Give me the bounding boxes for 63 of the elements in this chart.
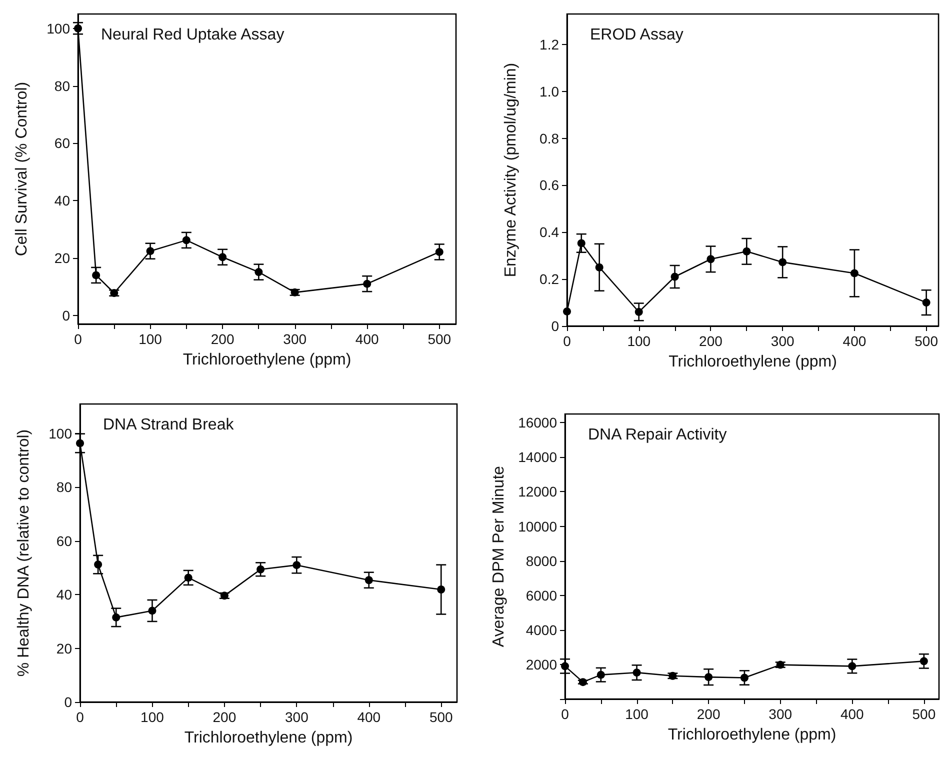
y-tick-label: 0 bbox=[551, 318, 560, 334]
x-tick-label: 0 bbox=[561, 706, 570, 722]
y-tick-label: 12000 bbox=[518, 484, 558, 500]
y-tick-label: 0.6 bbox=[540, 177, 560, 194]
text: DNA Strand Break bbox=[103, 416, 235, 434]
y-axis-title: Cell Survival (% Control) bbox=[14, 82, 30, 256]
x-tick-label: 0 bbox=[74, 331, 82, 347]
x-tick-label: 500 bbox=[429, 709, 454, 725]
x-tick-label: 400 bbox=[842, 333, 866, 349]
y-tick-label: 16000 bbox=[518, 414, 558, 431]
y-tick-label: 0 bbox=[64, 694, 72, 710]
y-tick-label: 1.2 bbox=[540, 36, 560, 52]
x-tick-label: 100 bbox=[627, 333, 651, 349]
y-axis-title: Enzyme Activity (pmol/ug/min) bbox=[502, 62, 520, 278]
y-tick-label: 100 bbox=[46, 20, 70, 36]
x-tick-label: 200 bbox=[699, 333, 723, 349]
text: EROD Assay bbox=[590, 26, 684, 44]
x-tick-label: 400 bbox=[357, 709, 381, 725]
y-tick-label: 60 bbox=[56, 532, 72, 549]
x-tick-label: 0 bbox=[76, 709, 84, 725]
y-tick-label: 80 bbox=[56, 479, 72, 496]
x-tick-label: 300 bbox=[770, 333, 794, 349]
y-tick-label: 1.0 bbox=[540, 83, 560, 100]
y-tick-label: 20 bbox=[56, 640, 72, 656]
x-tick-label: 200 bbox=[696, 706, 720, 722]
y-axis-title: Average DPM Per Minute bbox=[490, 466, 508, 648]
y-tick-label: 6000 bbox=[526, 587, 558, 604]
y-tick-label: 14000 bbox=[518, 449, 558, 466]
x-tick-label: 400 bbox=[840, 706, 864, 722]
y-tick-label: 100 bbox=[48, 426, 72, 442]
x-axis-title: Trichloroethylene (ppm) bbox=[668, 726, 836, 744]
y-tick-label: 20 bbox=[54, 250, 70, 266]
y-tick-label: 40 bbox=[56, 586, 72, 603]
y-tick-label: 10000 bbox=[518, 518, 558, 534]
x-tick-label: 200 bbox=[210, 331, 234, 347]
x-tick-label: 400 bbox=[355, 331, 379, 347]
y-tick-label: 0.4 bbox=[540, 224, 560, 240]
y-tick-label: 8000 bbox=[526, 552, 558, 569]
x-tick-label: 500 bbox=[428, 331, 452, 347]
x-tick-label: 100 bbox=[625, 706, 649, 722]
x-tick-label: 0 bbox=[563, 333, 572, 349]
x-axis-title: Trichloroethylene (ppm) bbox=[668, 354, 837, 370]
x-tick-label: 300 bbox=[284, 709, 309, 725]
y-tick-label: 80 bbox=[54, 78, 70, 94]
x-tick-label: 100 bbox=[140, 709, 164, 725]
text: Neural Red Uptake Assay bbox=[101, 26, 284, 44]
x-tick-label: 200 bbox=[212, 709, 236, 725]
y-axis-title: % Healthy DNA (relative to control) bbox=[16, 429, 32, 677]
y-tick-label: 0 bbox=[62, 307, 70, 324]
x-tick-label: 300 bbox=[283, 331, 307, 347]
text: DNA Repair Activity bbox=[588, 426, 727, 444]
x-tick-label: 100 bbox=[138, 331, 162, 347]
y-tick-label: 60 bbox=[54, 135, 70, 152]
y-tick-label: 0.2 bbox=[540, 271, 560, 288]
y-tick-label: 4000 bbox=[526, 622, 558, 638]
y-tick-label: 40 bbox=[54, 192, 70, 209]
x-axis-title: Trichloroethylene (ppm) bbox=[182, 352, 352, 368]
x-tick-label: 500 bbox=[914, 333, 938, 349]
x-tick-label: 500 bbox=[912, 706, 936, 722]
x-tick-label: 300 bbox=[768, 706, 792, 722]
y-tick-label: 0.8 bbox=[540, 130, 560, 146]
x-axis-title: Trichloroethylene (ppm) bbox=[184, 730, 353, 746]
y-tick-label: 2000 bbox=[526, 656, 558, 672]
